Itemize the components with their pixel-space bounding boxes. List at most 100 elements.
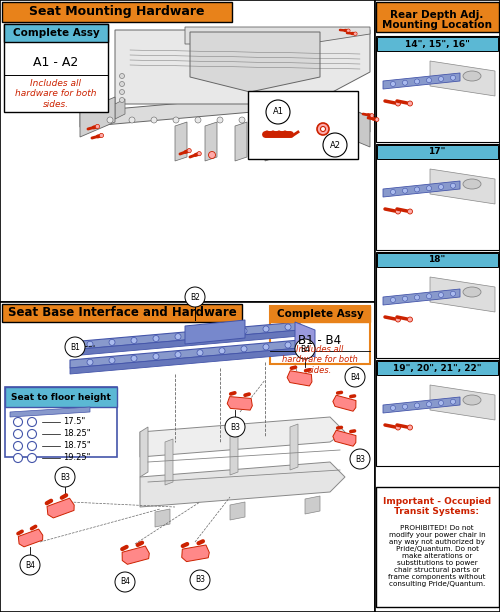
Circle shape	[438, 76, 444, 81]
Text: A2: A2	[330, 141, 340, 149]
Polygon shape	[165, 439, 173, 485]
Circle shape	[396, 101, 400, 106]
Circle shape	[414, 79, 420, 84]
Polygon shape	[305, 496, 320, 514]
Circle shape	[396, 425, 400, 430]
Circle shape	[195, 117, 201, 123]
Polygon shape	[140, 427, 148, 477]
Circle shape	[225, 417, 245, 437]
Circle shape	[14, 430, 22, 439]
Circle shape	[320, 127, 326, 132]
Circle shape	[131, 337, 137, 343]
Bar	[376, 36, 499, 142]
Circle shape	[96, 124, 100, 129]
Circle shape	[390, 297, 396, 302]
Circle shape	[115, 572, 135, 592]
Text: B3: B3	[230, 422, 240, 431]
Circle shape	[402, 296, 407, 301]
Ellipse shape	[463, 179, 481, 189]
Polygon shape	[182, 545, 210, 562]
Ellipse shape	[463, 71, 481, 81]
Circle shape	[151, 117, 157, 123]
Circle shape	[131, 356, 137, 362]
Polygon shape	[70, 330, 300, 356]
Circle shape	[426, 401, 432, 407]
Text: 18.25": 18.25"	[63, 430, 90, 439]
Circle shape	[350, 449, 370, 469]
Circle shape	[414, 403, 420, 408]
Circle shape	[390, 81, 396, 86]
Circle shape	[219, 330, 225, 336]
Text: B1: B1	[70, 343, 80, 351]
Bar	[377, 253, 498, 267]
Circle shape	[402, 80, 407, 85]
Polygon shape	[430, 169, 495, 204]
Circle shape	[263, 344, 269, 350]
Polygon shape	[295, 322, 315, 357]
Circle shape	[390, 190, 396, 195]
Circle shape	[14, 417, 22, 427]
Polygon shape	[18, 529, 43, 547]
Circle shape	[28, 453, 36, 463]
Text: B4: B4	[120, 578, 130, 586]
Circle shape	[197, 332, 203, 338]
Text: 18": 18"	[428, 255, 446, 264]
Text: 17.5": 17.5"	[63, 417, 85, 427]
Circle shape	[438, 184, 444, 190]
Circle shape	[185, 287, 205, 307]
Polygon shape	[383, 397, 460, 413]
Circle shape	[28, 417, 36, 427]
Ellipse shape	[463, 287, 481, 297]
Bar	[376, 144, 499, 250]
Circle shape	[87, 341, 93, 347]
Text: Includes all
hardware for both
sides.: Includes all hardware for both sides.	[15, 79, 97, 109]
Circle shape	[390, 406, 396, 411]
Polygon shape	[333, 430, 356, 446]
Bar	[270, 306, 370, 364]
Polygon shape	[383, 289, 460, 305]
Polygon shape	[310, 92, 370, 147]
Circle shape	[450, 291, 456, 296]
Circle shape	[120, 73, 124, 78]
Text: Seat Mounting Hardware: Seat Mounting Hardware	[29, 6, 205, 18]
Bar	[376, 2, 499, 32]
Polygon shape	[140, 417, 345, 457]
Polygon shape	[140, 462, 345, 507]
Polygon shape	[80, 92, 370, 132]
Polygon shape	[205, 122, 217, 161]
Text: 19", 20", 21", 22": 19", 20", 21", 22"	[393, 364, 481, 373]
Polygon shape	[383, 73, 460, 89]
Text: B1 - B4: B1 - B4	[298, 334, 342, 346]
Bar	[377, 37, 498, 51]
Circle shape	[20, 555, 40, 575]
Ellipse shape	[463, 395, 481, 405]
Bar	[376, 252, 499, 358]
Polygon shape	[70, 340, 300, 368]
Circle shape	[295, 339, 315, 359]
Text: B4: B4	[350, 373, 360, 381]
Circle shape	[120, 81, 124, 86]
Circle shape	[266, 100, 290, 124]
Circle shape	[65, 337, 85, 357]
Circle shape	[109, 339, 115, 345]
Polygon shape	[430, 61, 495, 96]
Circle shape	[346, 29, 350, 32]
Text: 17": 17"	[428, 147, 446, 157]
Polygon shape	[333, 395, 356, 411]
Circle shape	[285, 342, 291, 348]
Bar	[0, 302, 375, 612]
Circle shape	[408, 425, 412, 430]
Circle shape	[107, 117, 113, 123]
Circle shape	[305, 117, 311, 123]
Circle shape	[317, 123, 329, 135]
Text: PROHIBITED! Do not
modify your power chair in
any way not authorized by
Pride/Qu: PROHIBITED! Do not modify your power cha…	[388, 525, 486, 587]
Circle shape	[239, 117, 245, 123]
Circle shape	[87, 359, 93, 365]
Text: B3: B3	[355, 455, 365, 463]
Circle shape	[187, 149, 192, 153]
Polygon shape	[287, 371, 312, 386]
Polygon shape	[47, 498, 74, 518]
Polygon shape	[290, 424, 298, 470]
Polygon shape	[430, 385, 495, 420]
Polygon shape	[230, 502, 245, 520]
